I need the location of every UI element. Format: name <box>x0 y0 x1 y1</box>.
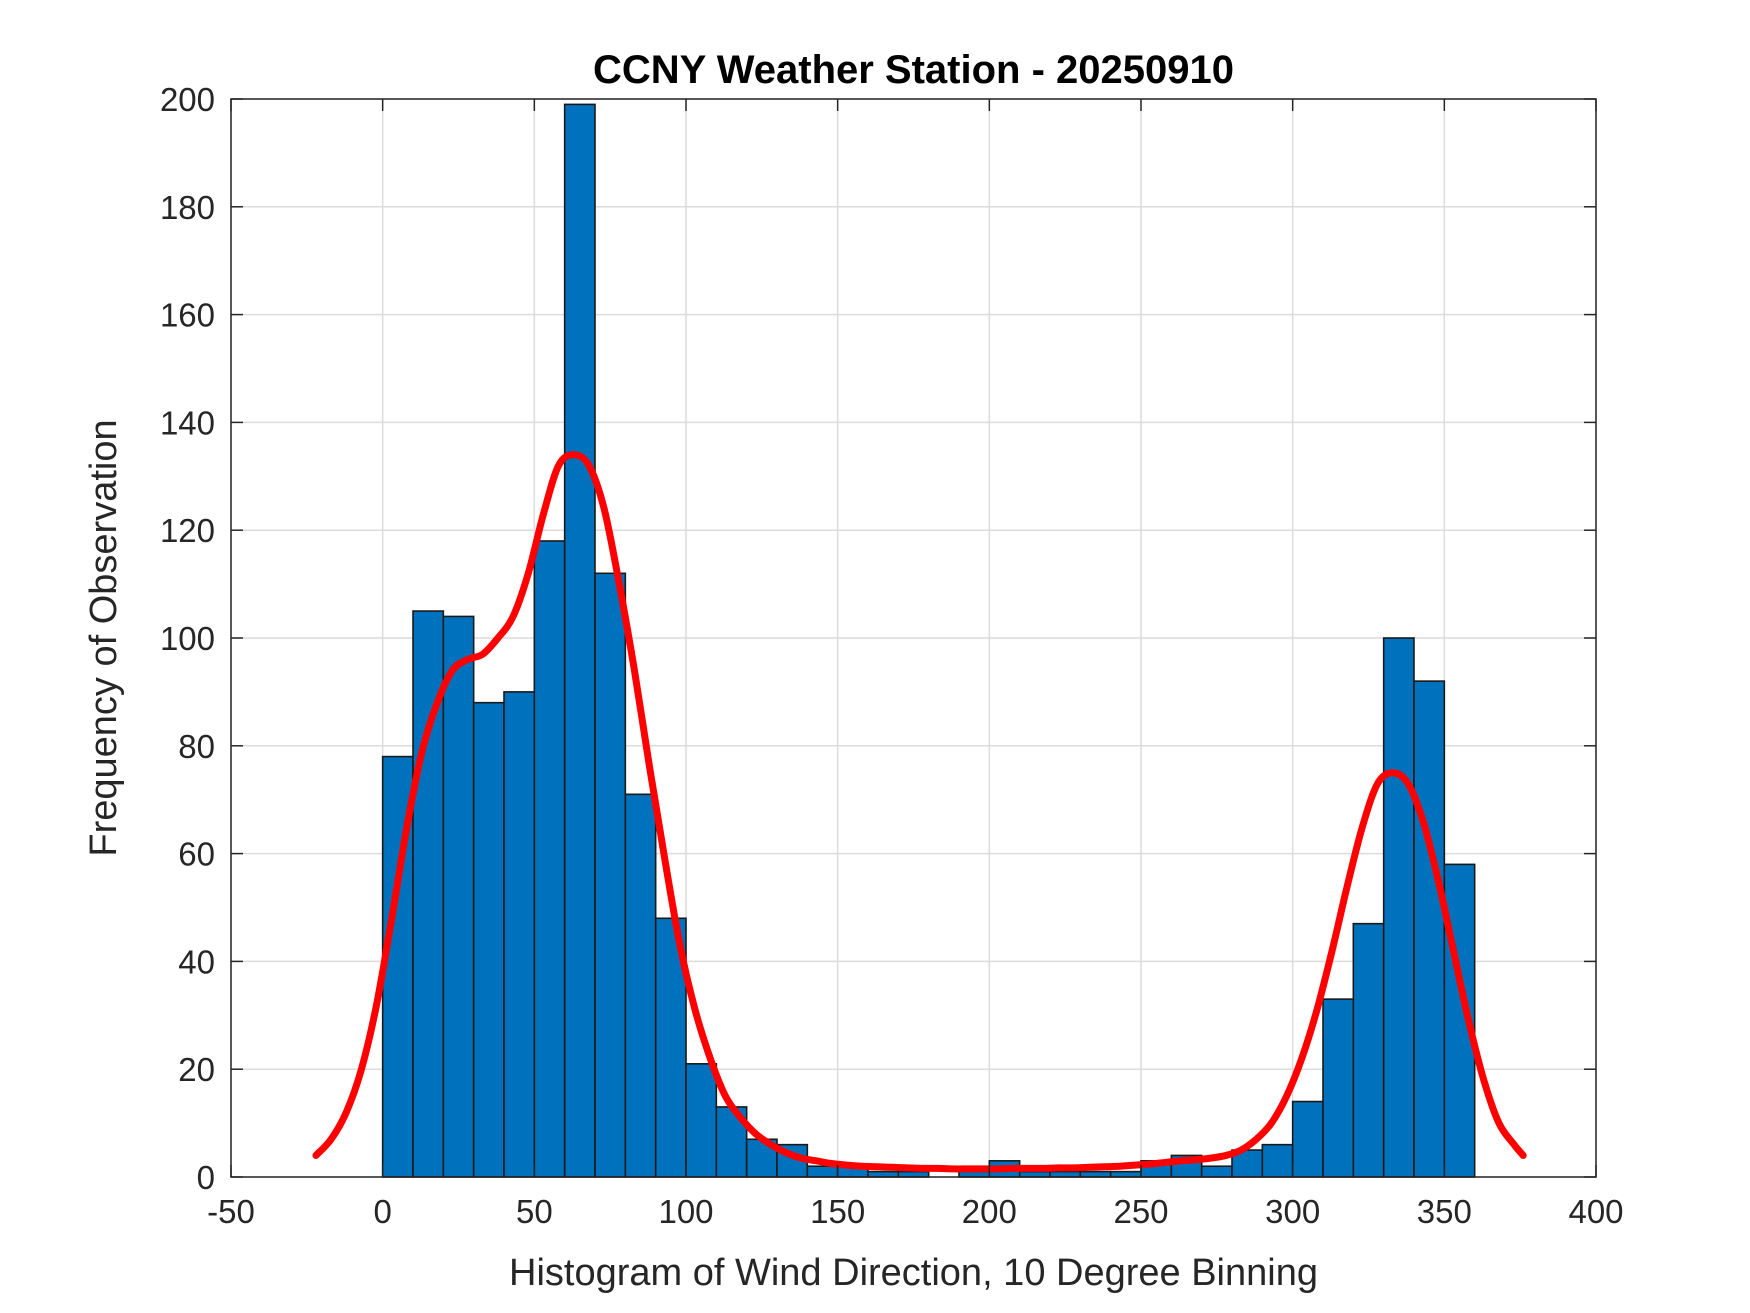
y-tick-label: 20 <box>178 1051 215 1088</box>
y-tick-label: 180 <box>160 189 215 226</box>
histogram-bar <box>594 572 627 1178</box>
x-tick-label: -50 <box>207 1193 255 1230</box>
histogram-bar <box>533 540 566 1178</box>
x-tick-label: 50 <box>516 1193 553 1230</box>
grid-lines <box>230 98 1597 1178</box>
x-tick-label: 100 <box>658 1193 713 1230</box>
tick-marks <box>230 98 1597 1178</box>
y-tick-label: 60 <box>178 836 215 873</box>
y-tick-label: 120 <box>160 512 215 549</box>
histogram-bar <box>897 1170 930 1178</box>
x-tick-label: 250 <box>1113 1193 1168 1230</box>
x-tick-label: 200 <box>962 1193 1017 1230</box>
y-tick-labels: 0 20 40 60 80 100 120 140 160 180 200 <box>160 81 215 1196</box>
histogram-bar <box>1382 637 1415 1178</box>
x-tick-label: 300 <box>1265 1193 1320 1230</box>
x-axis-label: Histogram of Wind Direction, 10 Degree B… <box>509 1252 1318 1294</box>
y-tick-label: 0 <box>197 1159 215 1196</box>
histogram-bars <box>381 103 1476 1178</box>
histogram-bar <box>1049 1170 1082 1178</box>
histogram-bar <box>442 615 475 1178</box>
y-tick-label: 200 <box>160 81 215 118</box>
density-fit-line <box>312 451 1527 1173</box>
x-tick-label: 0 <box>373 1193 391 1230</box>
y-axis-label: Frequency of Observation <box>83 419 125 856</box>
histogram-bar <box>1079 1170 1112 1178</box>
histogram-bar <box>563 103 596 1178</box>
histogram-bar <box>1352 922 1385 1178</box>
histogram-bar <box>806 1165 839 1178</box>
y-tick-label: 140 <box>160 404 215 441</box>
y-tick-label: 80 <box>178 728 215 765</box>
y-tick-label: 40 <box>178 943 215 980</box>
histogram-bar <box>867 1170 900 1178</box>
histogram-bar <box>1322 998 1355 1178</box>
histogram-bar <box>1200 1165 1233 1178</box>
y-tick-label: 160 <box>160 297 215 334</box>
histogram-bar <box>472 701 505 1178</box>
x-tick-label: 400 <box>1568 1193 1623 1230</box>
histogram-bar <box>624 793 657 1178</box>
y-tick-label: 100 <box>160 620 215 657</box>
histogram-bar <box>503 691 536 1178</box>
chart-title: CCNY Weather Station - 20250910 <box>593 48 1234 92</box>
histogram-bar <box>1413 680 1446 1178</box>
histogram-bar <box>1018 1170 1051 1178</box>
histogram-bar <box>1261 1143 1294 1178</box>
histogram-bar <box>685 1063 718 1178</box>
histogram-bar <box>1109 1170 1142 1178</box>
histogram-bar <box>1291 1100 1324 1178</box>
x-tick-labels: -50 0 50 100 150 200 250 300 350 400 <box>207 1193 1623 1230</box>
x-tick-label: 150 <box>810 1193 865 1230</box>
x-tick-label: 350 <box>1417 1193 1472 1230</box>
